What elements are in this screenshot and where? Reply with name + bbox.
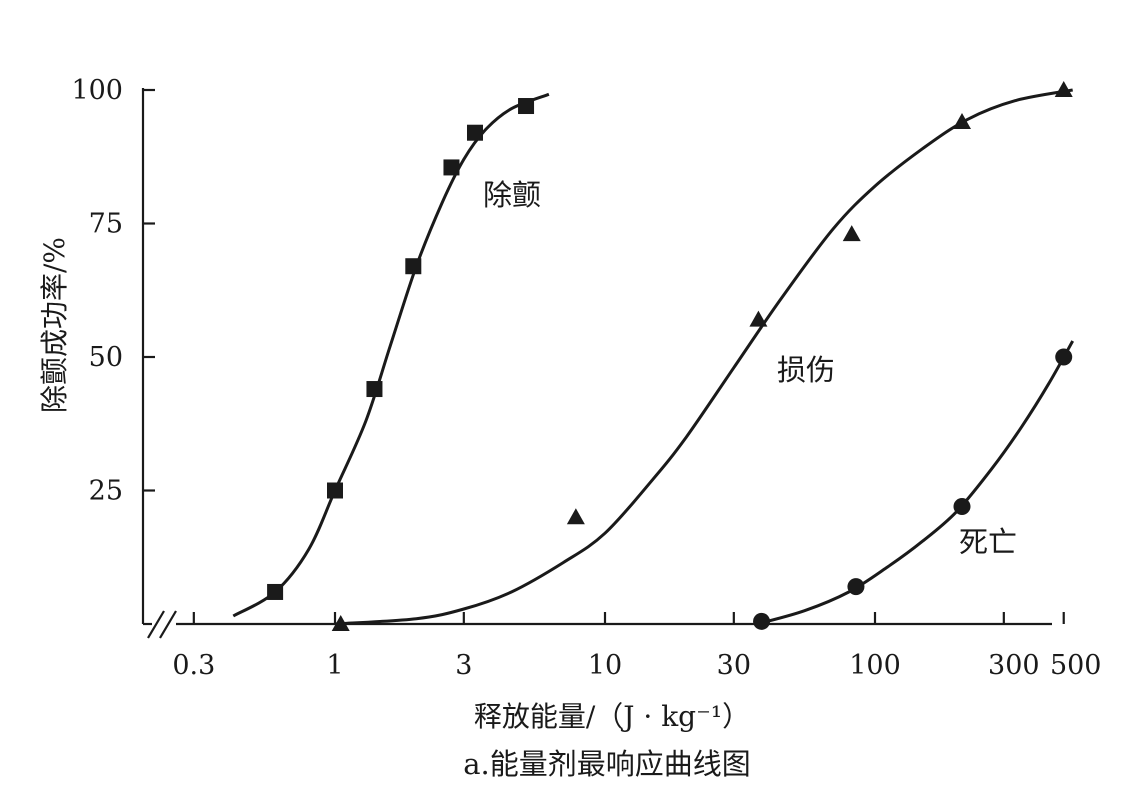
triangle-marker [842, 225, 861, 242]
x-tick-label: 100 [849, 650, 901, 681]
square-marker [267, 583, 284, 600]
circle-marker [847, 578, 865, 596]
curve-injury [334, 88, 1073, 626]
triangle-marker [566, 508, 585, 525]
y-tick-label: 75 [89, 209, 123, 240]
series-label-death: 死亡 [959, 525, 1017, 559]
x-tick-label: 1 [326, 650, 343, 681]
x-tick-label: 10 [588, 650, 622, 681]
triangle-marker [749, 310, 768, 327]
square-marker [518, 98, 535, 115]
y-tick-label: 25 [89, 476, 123, 507]
figure-caption: a.能量剂最响应曲线图 [463, 747, 751, 781]
triangle-marker [952, 113, 971, 130]
square-marker [466, 124, 483, 141]
curve-death [761, 340, 1075, 625]
x-tick-label: 500 [1050, 650, 1102, 681]
circle-marker [1055, 348, 1073, 366]
x-axis-title: 释放能量/（J · kg⁻¹） [474, 700, 750, 733]
square-marker [443, 159, 460, 176]
square-marker [405, 258, 422, 275]
triangle-marker [331, 615, 350, 631]
x-tick-label: 300 [988, 650, 1040, 681]
x-tick-label: 3 [455, 650, 472, 681]
triangle-marker [1054, 81, 1073, 97]
y-tick-label: 100 [71, 75, 123, 106]
x-tick-label: 30 [717, 650, 751, 681]
y-axis-title: 除颤成功率/% [38, 237, 71, 413]
curve-defibrillation [232, 92, 550, 618]
data-markers [267, 81, 1073, 631]
series-label-injury: 损伤 [777, 353, 835, 387]
circle-marker [953, 498, 971, 516]
fitted-curves [232, 88, 1075, 626]
x-tick-label: 0.3 [172, 650, 215, 681]
axis-break-mark [147, 610, 165, 639]
axes: 25 50 75 100 0.3 1 3 10 30 100 300 500 [71, 75, 1101, 681]
circle-marker [753, 612, 771, 630]
square-marker [327, 482, 343, 499]
square-marker [366, 381, 383, 398]
axis-break-mark [159, 610, 177, 639]
y-tick-label: 50 [89, 342, 123, 373]
series-label-defibrillation: 除颤 [483, 178, 541, 212]
